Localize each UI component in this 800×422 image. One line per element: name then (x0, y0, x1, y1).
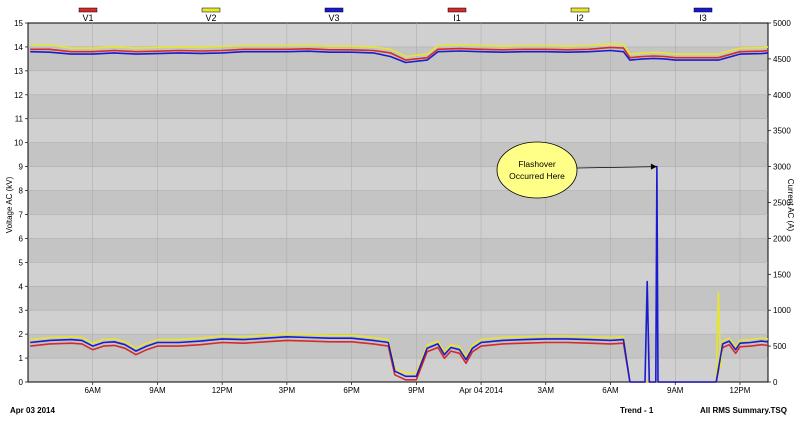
legend-label-i1: I1 (453, 13, 461, 23)
legend-label-i2: I2 (576, 13, 584, 23)
left-tick-label: 2 (19, 330, 24, 339)
annotation-line-2: Occurred Here (509, 171, 565, 181)
left-tick-label: 4 (19, 282, 24, 291)
x-tick-label: 12PM (212, 386, 233, 395)
right-tick-label: 4500 (773, 55, 791, 64)
left-tick-label: 1 (19, 354, 24, 363)
x-tick-label: 9AM (149, 386, 166, 395)
series-line-v2 (30, 43, 769, 58)
left-tick-label: 13 (14, 67, 23, 76)
legend-swatch-v2 (201, 7, 221, 13)
right-axis-title: Current AC (A) (786, 179, 795, 232)
left-tick-label: 11 (15, 115, 24, 124)
legend-swatch-v3 (324, 7, 344, 13)
left-tick-label: 14 (14, 43, 23, 52)
annotation-arrowhead (650, 163, 657, 170)
legend-label-v3: V3 (328, 13, 339, 23)
right-tick-label: 1500 (773, 270, 791, 279)
x-tick-label: 3PM (279, 386, 296, 395)
plot-band (28, 238, 768, 263)
footer-file: All RMS Summary.TSQ (700, 406, 787, 415)
x-tick-label: 9PM (408, 386, 425, 395)
plot-band (28, 166, 768, 191)
left-tick-label: 10 (14, 139, 23, 148)
left-tick-label: 15 (14, 19, 23, 28)
plot-band (28, 286, 768, 311)
x-tick-label: 9AM (667, 386, 684, 395)
footer-trend: Trend - 1 (620, 406, 654, 415)
legend-label-v2: V2 (205, 13, 216, 23)
right-tick-label: 2500 (773, 199, 791, 208)
x-tick-label: Apr 04 2014 (459, 386, 503, 395)
x-tick-label: 6AM (602, 386, 619, 395)
left-axis-title: Voltage AC (kV) (5, 176, 14, 233)
plot-band (28, 23, 768, 47)
right-tick-label: 3500 (773, 127, 791, 136)
grid-lines (28, 23, 768, 382)
series-layer (30, 43, 769, 383)
series-line-i3 (30, 165, 769, 383)
left-tick-label: 3 (19, 306, 24, 315)
right-tick-label: 1000 (773, 306, 791, 315)
legend-label-v1: V1 (82, 13, 93, 23)
x-tick-label: 12PM (730, 386, 751, 395)
right-tick-label: 0 (773, 378, 778, 387)
annotation-arrow (576, 166, 657, 169)
legend-swatch-v1 (78, 7, 98, 13)
plot-band (28, 94, 768, 119)
left-tick-label: 6 (19, 234, 24, 243)
plot-band (28, 118, 768, 143)
series-line-v1 (30, 46, 769, 61)
right-tick-label: 2000 (773, 234, 791, 243)
series-line-v3 (30, 49, 769, 64)
flashover-annotation: Flashover Occurred Here (496, 141, 657, 199)
x-axis: 6AM 9AM 12PM 3PM 6PM 9PM Apr 04 2014 3AM 6AM 9AM 1… (84, 382, 751, 395)
left-tick-label: 0 (19, 378, 24, 387)
footer-date: Apr 03 2014 (10, 406, 55, 415)
annotation-line-1: Flashover (518, 159, 555, 169)
plot-band (28, 262, 768, 287)
x-tick-label: 3AM (538, 386, 555, 395)
right-tick-label: 3000 (773, 163, 791, 172)
left-tick-label: 8 (19, 187, 24, 196)
legend-swatch-i3 (693, 7, 713, 13)
left-tick-label: 12 (14, 91, 23, 100)
right-axis: 0 500 1000 1500 2000 2500 3000 3500 4000 4500 5000 (768, 19, 791, 387)
left-tick-label: 9 (19, 163, 24, 172)
plot-band (28, 70, 768, 95)
legend-swatch-i2 (570, 7, 590, 13)
series-line-i2 (30, 291, 769, 383)
legend-swatch-i1 (447, 7, 467, 13)
left-tick-label: 5 (19, 258, 24, 267)
x-tick-label: 6PM (343, 386, 360, 395)
legend: V1 V2 V3 I1 I2 I3 (78, 7, 713, 23)
plot-band (28, 310, 768, 335)
plot-band (28, 214, 768, 239)
plot-band (28, 142, 768, 167)
plot-band (28, 190, 768, 215)
left-tick-label: 7 (19, 210, 24, 219)
right-tick-label: 4000 (773, 91, 791, 100)
right-tick-label: 500 (773, 342, 787, 351)
right-tick-label: 5000 (773, 19, 791, 28)
legend-label-i3: I3 (699, 13, 707, 23)
annotation-bubble (496, 141, 578, 199)
x-tick-label: 6AM (84, 386, 101, 395)
